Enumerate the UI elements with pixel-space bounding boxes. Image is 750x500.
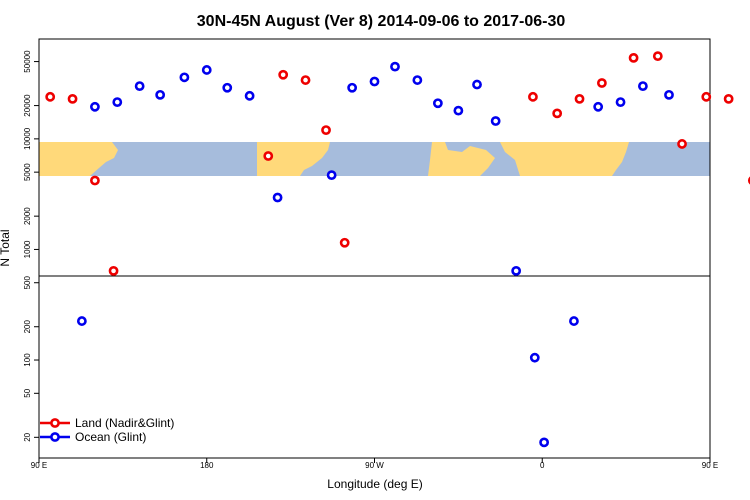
ocean-point xyxy=(664,89,674,100)
map-land-north-america xyxy=(257,142,330,176)
x-tick-label: 90 W xyxy=(365,461,384,470)
ocean-point xyxy=(347,82,358,93)
x-tick-label: 180 xyxy=(200,461,214,470)
land-point xyxy=(528,91,538,102)
ocean-point xyxy=(529,352,540,363)
plot-frame xyxy=(38,38,711,459)
land-point xyxy=(552,108,563,119)
series-ocean xyxy=(76,61,674,448)
map-land xyxy=(39,142,629,176)
ocean-point xyxy=(222,82,233,93)
ocean-point xyxy=(112,97,123,108)
ocean-point xyxy=(76,316,87,326)
ocean-point xyxy=(390,61,400,72)
y-axis: 20 50 100 200 500 1000 2000 5000 10000 20000 50000 xyxy=(23,50,39,442)
ocean-point xyxy=(155,89,166,100)
ocean-point xyxy=(539,437,550,448)
ocean-point xyxy=(244,90,255,101)
y-tick-label: 5000 xyxy=(23,163,32,181)
ocean-point xyxy=(326,170,337,181)
ocean-point xyxy=(432,98,443,109)
y-tick-label: 50 xyxy=(23,388,32,397)
legend-label-ocean: Ocean (Glint) xyxy=(75,430,146,444)
x-axis-label: Longitude (deg E) xyxy=(327,477,422,491)
y-tick-label: 1000 xyxy=(23,240,32,258)
ocean-point xyxy=(453,105,464,116)
ocean-point xyxy=(593,101,604,112)
ocean-point xyxy=(412,75,423,85)
y-tick-label: 200 xyxy=(23,320,32,334)
y-tick-label: 20000 xyxy=(23,94,32,117)
ocean-point xyxy=(638,81,648,92)
legend-marker-ocean xyxy=(50,432,60,442)
y-tick-label: 50000 xyxy=(23,50,32,73)
legend-marker-land xyxy=(50,418,60,428)
ocean-point xyxy=(490,116,501,126)
ocean-point xyxy=(179,72,190,83)
ocean-point xyxy=(472,79,482,90)
y-tick-label: 10000 xyxy=(23,127,32,150)
land-point xyxy=(339,237,350,248)
chart-title: 30N-45N August (Ver 8) 2014-09-06 to 201… xyxy=(197,13,566,30)
land-point xyxy=(90,175,100,186)
land-point xyxy=(723,93,734,104)
x-axis: 90 E 180 90 W 0 90 E xyxy=(31,458,718,470)
series-land xyxy=(45,51,750,276)
y-tick-label: 20 xyxy=(23,432,32,441)
data-points xyxy=(45,51,750,448)
ocean-point xyxy=(369,76,380,87)
map-land-asia-west xyxy=(500,142,629,176)
land-point xyxy=(628,52,639,63)
legend: Land (Nadir&Glint) Ocean (Glint) xyxy=(40,416,174,444)
land-point xyxy=(574,93,585,104)
map-land-asia-east xyxy=(39,142,118,176)
ocean-point xyxy=(272,192,283,203)
land-point xyxy=(108,265,119,276)
ocean-point xyxy=(569,316,579,326)
land-point xyxy=(300,75,311,85)
land-point xyxy=(278,69,289,80)
land-point xyxy=(701,91,712,102)
y-tick-label: 100 xyxy=(23,353,32,367)
legend-label-land: Land (Nadir&Glint) xyxy=(75,416,174,430)
land-point xyxy=(263,151,274,161)
y-tick-label: 500 xyxy=(23,276,32,290)
y-axis-label: N Total xyxy=(0,229,12,266)
x-tick-label: 0 xyxy=(540,461,545,470)
ocean-point xyxy=(511,265,522,276)
land-point xyxy=(677,139,687,149)
ocean-point xyxy=(615,97,626,108)
land-point xyxy=(67,93,78,104)
ocean-point xyxy=(201,65,212,75)
x-tick-label: 90 E xyxy=(31,461,47,470)
land-point xyxy=(596,78,607,88)
map-land-europe-africa xyxy=(428,142,495,176)
land-point xyxy=(45,91,56,102)
ocean-point xyxy=(134,81,145,92)
y-tick-label: 2000 xyxy=(23,207,32,225)
land-point xyxy=(652,51,663,62)
x-tick-label: 90 E xyxy=(702,461,718,470)
land-point xyxy=(321,125,331,136)
ocean-point xyxy=(90,101,100,112)
map-inset xyxy=(39,142,710,176)
